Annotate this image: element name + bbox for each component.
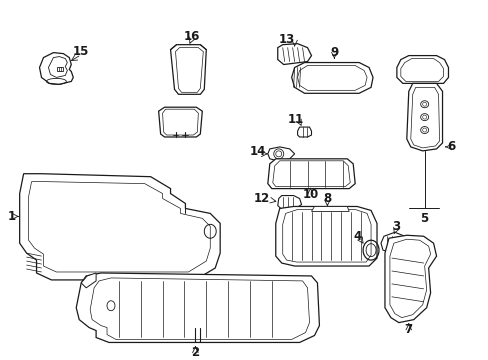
Text: 3: 3 [391, 220, 399, 233]
Text: 10: 10 [302, 188, 318, 201]
Polygon shape [275, 207, 376, 266]
Polygon shape [311, 207, 348, 211]
Polygon shape [267, 159, 354, 189]
Text: 7: 7 [404, 323, 412, 336]
Text: 2: 2 [191, 346, 199, 359]
Polygon shape [389, 239, 430, 318]
Text: 16: 16 [183, 30, 199, 43]
Polygon shape [81, 273, 96, 288]
Polygon shape [277, 44, 311, 64]
Polygon shape [90, 278, 309, 339]
Text: 8: 8 [323, 192, 331, 205]
Polygon shape [400, 59, 443, 81]
Polygon shape [170, 45, 206, 94]
Polygon shape [20, 174, 220, 280]
Polygon shape [406, 84, 442, 151]
Text: 4: 4 [352, 230, 361, 243]
Polygon shape [396, 55, 447, 84]
Polygon shape [267, 147, 294, 161]
Polygon shape [297, 66, 366, 90]
Polygon shape [380, 232, 406, 253]
Polygon shape [40, 53, 73, 84]
Polygon shape [410, 87, 439, 148]
Polygon shape [291, 63, 372, 93]
Polygon shape [272, 161, 349, 186]
Text: 6: 6 [447, 140, 455, 153]
Polygon shape [48, 57, 67, 77]
Polygon shape [158, 107, 202, 137]
Polygon shape [28, 182, 210, 272]
Text: 14: 14 [249, 145, 265, 158]
Text: 12: 12 [253, 192, 269, 205]
Polygon shape [297, 127, 311, 137]
Polygon shape [175, 48, 203, 92]
Text: 13: 13 [278, 33, 294, 46]
Polygon shape [163, 109, 198, 135]
Polygon shape [57, 67, 63, 72]
Text: 9: 9 [329, 46, 338, 59]
Text: 1: 1 [8, 210, 16, 223]
Text: 15: 15 [73, 45, 89, 58]
Polygon shape [76, 273, 319, 342]
Polygon shape [277, 195, 301, 210]
Polygon shape [384, 235, 436, 323]
Text: 5: 5 [420, 212, 428, 225]
Text: 11: 11 [287, 113, 303, 126]
Polygon shape [282, 210, 370, 262]
